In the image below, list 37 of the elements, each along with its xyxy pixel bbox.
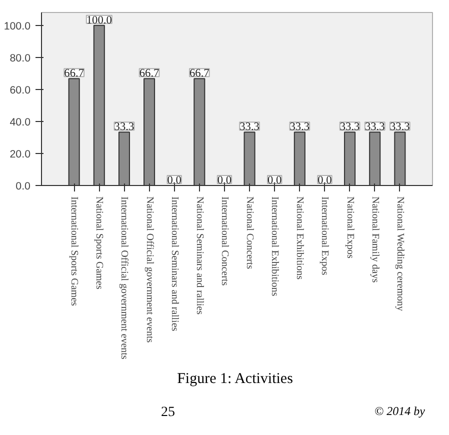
text: 25 xyxy=(161,404,175,422)
x-tick-label: National Concerts xyxy=(244,196,256,270)
x-tick-label: National Family days xyxy=(369,196,380,283)
data-label: 33.3 xyxy=(364,121,386,134)
x-tick-label: National Official government events xyxy=(144,196,155,343)
data-label: 33.3 xyxy=(340,121,360,134)
data-label: 0.0 xyxy=(167,174,182,186)
text: Figure 1: Activities xyxy=(177,370,293,389)
y-tick-label: 100.0 xyxy=(4,20,31,32)
data-label: 66.7 xyxy=(139,68,160,80)
text: © 2014 by xyxy=(374,403,425,420)
y-tick-label: 20.0 xyxy=(10,148,31,160)
x-tick-label: National Sports Games xyxy=(94,196,105,290)
y-tick-label: 40.0 xyxy=(10,116,31,128)
data-label: 33.3 xyxy=(240,121,260,134)
y-tick-label: 60.0 xyxy=(10,84,31,96)
x-tick-label: International Exhibitions xyxy=(269,196,280,296)
y-tick-label: 0.0 xyxy=(16,180,31,192)
data-label: 66.7 xyxy=(64,68,84,80)
x-tick-label: International Expos xyxy=(319,196,330,276)
x-tick-label: International Seminars and rallies xyxy=(168,196,180,332)
x-tick-label: National Expos xyxy=(344,196,356,259)
data-label: 66.7 xyxy=(189,68,210,80)
y-tick-label: 80.0 xyxy=(10,52,31,64)
data-label: 33.3 xyxy=(114,121,134,134)
data-label: 0.0 xyxy=(217,174,232,186)
data-label: 0.0 xyxy=(318,174,332,186)
x-tick-label: International Concerts xyxy=(218,196,230,286)
x-tick-label: National Exhibitions xyxy=(294,196,306,280)
data-label: 33.3 xyxy=(290,121,310,134)
x-tick-label: International Sports Games xyxy=(68,196,80,306)
x-tick-label: International Official government events xyxy=(118,196,130,360)
x-tick-label: National Wedding ceremony xyxy=(394,196,406,312)
data-label: 0.0 xyxy=(268,174,282,186)
x-tick-label: National Seminars and rallies xyxy=(194,196,205,315)
data-label: 100.0 xyxy=(86,14,112,26)
data-label: 33.3 xyxy=(390,121,410,134)
